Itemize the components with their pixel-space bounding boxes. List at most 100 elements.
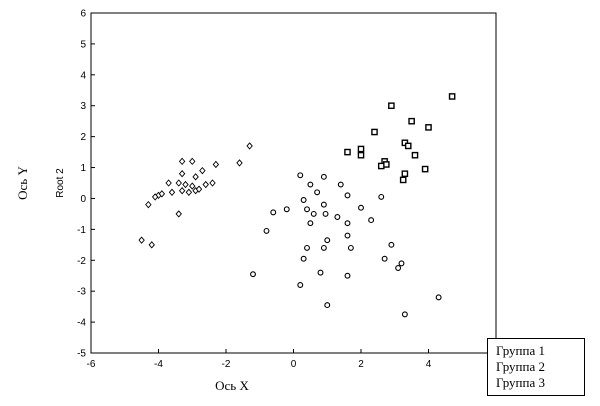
data-point-group-2 (310, 210, 317, 217)
y-tick-label: -3 (77, 287, 86, 298)
y-tick-label: -1 (77, 225, 86, 236)
x-tick-label: -2 (222, 359, 231, 370)
x-tick-label: 2 (358, 359, 364, 370)
data-point-group-3 (421, 165, 429, 173)
data-point-group-2 (347, 244, 354, 251)
data-point-group-2 (344, 272, 351, 279)
data-point-group-2 (300, 197, 307, 203)
data-point-group-2 (304, 206, 310, 213)
data-point-group-1 (189, 157, 196, 166)
data-point-group-2 (344, 192, 351, 199)
data-point-group-2 (344, 220, 351, 227)
data-point-group-1 (175, 179, 182, 187)
data-point-group-3 (357, 145, 365, 153)
data-point-group-1 (185, 188, 193, 196)
data-point-group-2 (270, 209, 277, 216)
y-tick-label: 0 (80, 194, 86, 205)
plot-frame (90, 12, 497, 354)
data-point-group-3 (404, 142, 412, 150)
data-point-group-1 (178, 170, 186, 178)
data-point-group-2 (398, 260, 405, 267)
data-point-group-2 (263, 227, 270, 234)
data-point-group-2 (381, 255, 388, 262)
data-point-group-1 (145, 200, 152, 209)
legend-item-group-2: Группа 2 (496, 359, 545, 374)
data-point-group-2 (368, 217, 375, 224)
data-point-group-1 (236, 159, 243, 167)
data-point-group-3 (377, 162, 385, 170)
data-points (138, 93, 456, 318)
data-point-group-1 (182, 180, 189, 189)
data-point-group-2 (322, 210, 329, 217)
data-point-group-1 (158, 190, 166, 198)
data-point-group-3 (399, 176, 407, 184)
data-point-group-2 (344, 232, 351, 239)
data-point-group-1 (195, 185, 203, 193)
data-point-group-1 (246, 142, 253, 150)
x-tick-label: 0 (291, 359, 297, 370)
data-point-group-2 (324, 302, 331, 309)
x-tick-label: 4 (426, 359, 432, 370)
data-point-group-2 (320, 244, 327, 251)
data-point-group-1 (138, 236, 145, 244)
data-point-group-2 (250, 271, 256, 278)
data-point-group-3 (371, 128, 378, 136)
data-point-group-3 (357, 151, 365, 159)
y-tick-label: 6 (80, 9, 86, 20)
data-point-group-1 (212, 160, 220, 169)
data-point-group-2 (388, 241, 395, 248)
data-point-group-1 (178, 187, 186, 195)
data-point-group-2 (401, 311, 408, 318)
legend-item-group-3: Группа 3 (496, 375, 545, 390)
legend: Группа 1 Группа 2 Группа 3 (487, 338, 585, 396)
data-point-group-2 (435, 294, 442, 301)
data-point-group-3 (344, 148, 351, 156)
data-point-group-1 (168, 188, 176, 196)
data-point-group-2 (307, 181, 314, 188)
data-point-group-3 (401, 170, 409, 178)
data-point-group-2 (324, 237, 331, 244)
legend-item-group-1: Группа 1 (496, 343, 545, 358)
x-axis-title: Ось X (215, 378, 249, 393)
data-point-group-2 (283, 206, 290, 213)
data-point-group-2 (378, 193, 385, 200)
data-point-group-1 (148, 241, 155, 249)
data-point-group-1 (199, 166, 206, 175)
data-point-group-1 (189, 182, 196, 190)
y-axis-title-outer: Ось Y (15, 166, 30, 200)
data-point-group-1 (209, 179, 216, 187)
data-point-group-2 (307, 220, 314, 227)
x-tick-label: -4 (154, 359, 163, 370)
y-tick-label: -2 (77, 256, 86, 267)
data-point-group-1 (151, 193, 159, 201)
data-point-group-2 (320, 201, 327, 208)
data-point-group-2 (300, 255, 307, 262)
y-tick-label: -4 (77, 318, 86, 329)
y-tick-label: 4 (80, 70, 86, 81)
data-point-group-3 (411, 151, 419, 159)
data-point-group-1 (165, 179, 172, 187)
data-point-group-2 (395, 265, 402, 271)
y-axis-title-inner: Root 2 (55, 168, 66, 198)
data-point-group-2 (317, 269, 324, 276)
y-axis-ticks: 6 5 4 3 2 1 0 -1 -2 -3 -4 -5 (77, 9, 95, 360)
x-tick-label: -6 (87, 359, 96, 370)
data-point-group-2 (320, 173, 327, 180)
data-point-group-3 (388, 102, 395, 110)
data-point-group-2 (334, 214, 341, 220)
y-tick-label: 1 (80, 163, 86, 174)
data-point-group-3 (425, 124, 432, 131)
y-tick-label: 5 (80, 39, 86, 50)
x-axis-ticks: -6 -4 -2 0 2 4 (87, 349, 432, 370)
data-point-group-2 (314, 189, 321, 196)
y-tick-label: 2 (80, 132, 86, 143)
data-point-group-2 (304, 244, 310, 251)
y-tick-label: -5 (77, 349, 86, 360)
data-point-group-2 (297, 282, 304, 288)
data-point-group-1 (178, 157, 186, 166)
data-point-group-1 (202, 180, 209, 189)
data-point-group-2 (358, 204, 364, 211)
y-tick-label: 3 (80, 101, 86, 112)
data-point-group-1 (192, 173, 199, 181)
